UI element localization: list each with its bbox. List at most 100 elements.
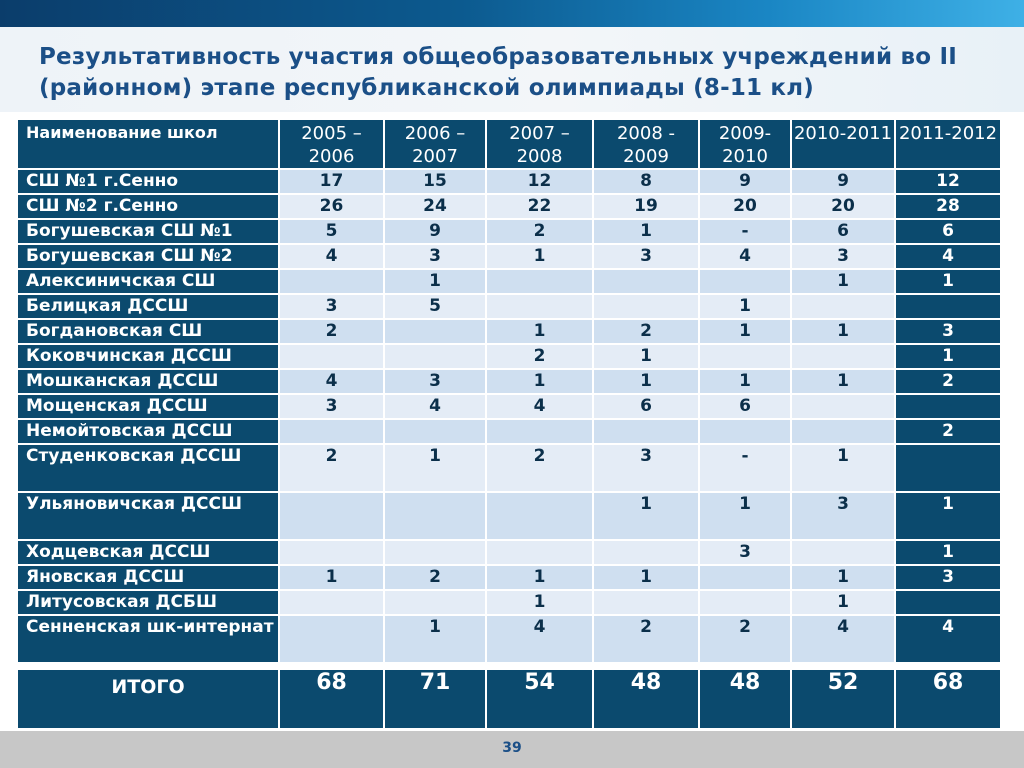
value-cell: 2 [383, 564, 487, 591]
value-cell: 3 [790, 491, 896, 541]
table-row: Богдановская СШ 2 1 2 1 1 3 [16, 318, 1002, 345]
value-cell: 1 [592, 218, 700, 245]
school-name-cell: Коковчинская ДССШ [16, 343, 280, 370]
value-cell: 3 [698, 539, 792, 566]
school-name-cell: Белицкая ДССШ [16, 293, 280, 320]
value-cell: 1 [894, 491, 1002, 541]
value-cell: 2 [592, 318, 700, 345]
table-row: Сенненская шк-интернат 1 4 2 2 4 4 [16, 614, 1002, 664]
value-cell: 6 [698, 393, 792, 420]
value-cell [485, 293, 594, 320]
value-cell [592, 539, 700, 566]
results-table-frame: Наименование школ 2005 – 2006 2006 – 2007 2… [16, 118, 1002, 731]
value-cell: 20 [698, 193, 792, 220]
page-number: 39 [502, 740, 522, 756]
value-cell: 28 [894, 193, 1002, 220]
value-cell: 4 [278, 243, 385, 270]
value-cell: 2 [698, 614, 792, 664]
value-cell: 2 [485, 343, 594, 370]
value-cell: 6 [790, 218, 896, 245]
table-row: СШ №1 г.Сенно 17 15 12 8 9 9 12 [16, 168, 1002, 195]
value-cell: 1 [592, 343, 700, 370]
table-row: Богушевская СШ №1 5 9 2 1-6 6 [16, 218, 1002, 245]
value-cell: 2 [894, 418, 1002, 445]
value-cell [790, 293, 896, 320]
value-cell [698, 564, 792, 591]
value-cell: 4 [485, 393, 594, 420]
value-cell [383, 539, 487, 566]
value-cell: 4 [894, 243, 1002, 270]
table-spacer-row [17, 663, 1001, 669]
value-cell: 6 [592, 393, 700, 420]
table-row: Алексиничская СШ 1 1 1 [16, 268, 1002, 295]
table-row: Литусовская ДСБШ 1 1 [16, 589, 1002, 616]
value-cell: 1 [485, 564, 594, 591]
header-year-4: 2009-2010 [698, 118, 792, 170]
value-cell: 1 [592, 564, 700, 591]
value-cell [894, 293, 1002, 320]
value-cell [485, 491, 594, 541]
school-name-cell: Литусовская ДСБШ [16, 589, 280, 616]
value-cell: 6 [894, 218, 1002, 245]
value-cell: 26 [278, 193, 385, 220]
spacer-cell [791, 663, 895, 669]
value-cell: 3 [790, 243, 896, 270]
total-value-5: 52 [790, 668, 896, 730]
value-cell: 4 [790, 614, 896, 664]
value-cell: 5 [278, 218, 385, 245]
value-cell: 3 [592, 443, 700, 493]
value-cell: 1 [278, 564, 385, 591]
total-value-1: 71 [383, 668, 487, 730]
value-cell: 1 [894, 343, 1002, 370]
title-area [0, 27, 1024, 112]
value-cell [894, 589, 1002, 616]
value-cell [790, 343, 896, 370]
total-value-3: 48 [592, 668, 700, 730]
value-cell: 3 [592, 243, 700, 270]
value-cell: 1 [698, 368, 792, 395]
value-cell [790, 539, 896, 566]
value-cell: 4 [698, 243, 792, 270]
value-cell [592, 589, 700, 616]
value-cell: 2 [278, 443, 385, 493]
table-row: СШ №2 г.Сенно 26 24 22 19 20 20 28 [16, 193, 1002, 220]
value-cell: 4 [485, 614, 594, 664]
total-value-4: 48 [698, 668, 792, 730]
value-cell: 4 [383, 393, 487, 420]
school-name-cell: Студенковская ДССШ [16, 443, 280, 493]
value-cell: 3 [383, 243, 487, 270]
spacer-cell [895, 663, 1001, 669]
value-cell: 4 [278, 368, 385, 395]
value-cell: 12 [894, 168, 1002, 195]
value-cell: 1 [790, 564, 896, 591]
table-header-row: Наименование школ 2005 – 2006 2006 – 2007 2… [16, 118, 1002, 170]
value-cell: 1 [894, 539, 1002, 566]
value-cell: 24 [383, 193, 487, 220]
table-row: Немойтовская ДССШ 2 [16, 418, 1002, 445]
value-cell: 1 [698, 293, 792, 320]
spacer-cell [486, 663, 593, 669]
value-cell [698, 418, 792, 445]
footer-band [0, 731, 1024, 768]
value-cell [383, 343, 487, 370]
value-cell [485, 268, 594, 295]
spacer-cell [384, 663, 486, 669]
value-cell: 8 [592, 168, 700, 195]
header-year-3: 2008 - 2009 [592, 118, 700, 170]
value-cell: 2 [485, 443, 594, 493]
school-name-cell: Ульяновичская ДССШ [16, 491, 280, 541]
top-decor-band [0, 0, 1024, 27]
table-total-row: ИТОГО 68 71 54 48 48 52 68 [16, 668, 1002, 730]
value-cell [790, 418, 896, 445]
slide-title: Результативность участия общеобразовател… [39, 44, 957, 101]
value-cell [383, 418, 487, 445]
value-cell: 1 [383, 443, 487, 493]
value-cell [278, 491, 385, 541]
school-name-cell: Мошканская ДССШ [16, 368, 280, 395]
school-name-cell: СШ №1 г.Сенно [16, 168, 280, 195]
value-cell [698, 589, 792, 616]
value-cell: 5 [383, 293, 487, 320]
value-cell: 19 [592, 193, 700, 220]
value-cell: 1 [485, 318, 594, 345]
total-value-6: 68 [894, 668, 1002, 730]
